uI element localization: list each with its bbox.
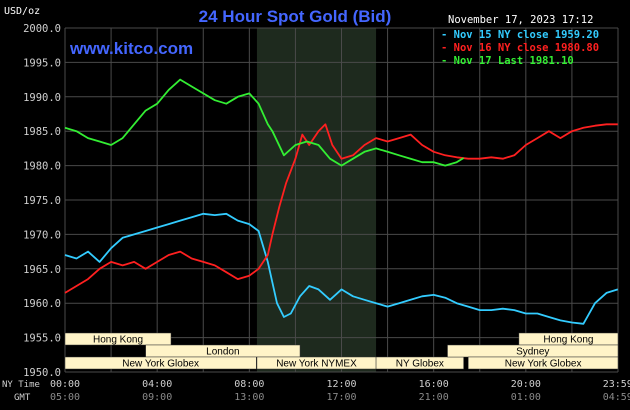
x-axis-ticks: 00:00 04:00 08:00 12:00 16:00 20:00 23:59 05:00… (50, 379, 630, 403)
y-axis-ticks: 2000.0 1995.0 1990.0 1985.0 1980.0 1975.0 1970… (23, 23, 61, 379)
session-label: New York Globex (122, 359, 199, 370)
y-tick-label: 2000.0 (23, 23, 61, 35)
market-sessions: Hong Kong London New York Globex New York N… (64, 332, 619, 370)
session-box (64, 356, 257, 370)
x-tick-label-gmt: 05:00 (50, 392, 80, 403)
session-label: Hong Kong (543, 335, 593, 346)
session-label: Sydney (516, 347, 549, 358)
legend-entry: - Nov 17 Last 1981.10 (441, 55, 574, 67)
x-tick-label-ny: 00:00 (50, 379, 80, 390)
grid-lines (64, 27, 619, 373)
y-tick-label: 1970.0 (23, 229, 61, 241)
x-tick-label-ny: 12:00 (326, 379, 356, 390)
legend-entry: - Nov 16 NY close 1980.80 (441, 42, 599, 54)
watermark[interactable]: www.kitco.com (69, 39, 193, 58)
x-tick-label-gmt: 21:00 (419, 392, 449, 403)
price-series (64, 78, 619, 325)
y-tick-label: 1960.0 (23, 298, 61, 310)
series-line (64, 123, 618, 294)
ny-time-axis-label: NY Time (2, 380, 40, 390)
series-line (64, 78, 465, 167)
legend: - Nov 15 NY close 1959.20- Nov 16 NY clo… (441, 29, 599, 67)
session-label: London (206, 347, 239, 358)
session-box (467, 356, 619, 370)
date-label: November 17, 2023 17:12 (448, 14, 593, 26)
session-label: New York Globex (505, 359, 582, 370)
x-tick-label-gmt: 09:00 (142, 392, 172, 403)
session-label: Hong Kong (93, 335, 143, 346)
y-tick-label: 1995.0 (23, 57, 61, 69)
y-tick-label: 1975.0 (23, 195, 61, 207)
x-tick-label-ny: 16:00 (419, 379, 449, 390)
y-tick-label: 1990.0 (23, 92, 61, 104)
chart-title: 24 Hour Spot Gold (Bid) (199, 7, 392, 26)
session-box (375, 356, 464, 370)
x-tick-label-gmt: 01:00 (511, 392, 541, 403)
x-tick-label-ny: 20:00 (511, 379, 541, 390)
y-tick-label: 1950.0 (23, 367, 61, 379)
series-line (64, 212, 619, 325)
session-box (64, 332, 172, 346)
legend-entry: - Nov 15 NY close 1959.20 (441, 29, 599, 41)
session-label: New York NYMEX (276, 359, 357, 370)
y-tick-label: 1955.0 (23, 333, 61, 345)
y-tick-label: 1980.0 (23, 161, 61, 173)
x-tick-label-ny: 04:00 (142, 379, 172, 390)
y-tick-label: 1965.0 (23, 264, 61, 276)
x-tick-label-gmt: 17:00 (326, 392, 356, 403)
x-tick-label-ny: 08:00 (234, 379, 264, 390)
x-tick-label-ny: 23:59 (603, 379, 630, 390)
x-tick-label-gmt: 04:59 (603, 392, 630, 403)
y-tick-label: 1985.0 (23, 126, 61, 138)
session-label: NY Globex (396, 359, 444, 370)
unit-label: USD/oz (4, 6, 40, 17)
gmt-axis-label: GMT (14, 393, 31, 403)
x-tick-label-gmt: 13:00 (234, 392, 264, 403)
